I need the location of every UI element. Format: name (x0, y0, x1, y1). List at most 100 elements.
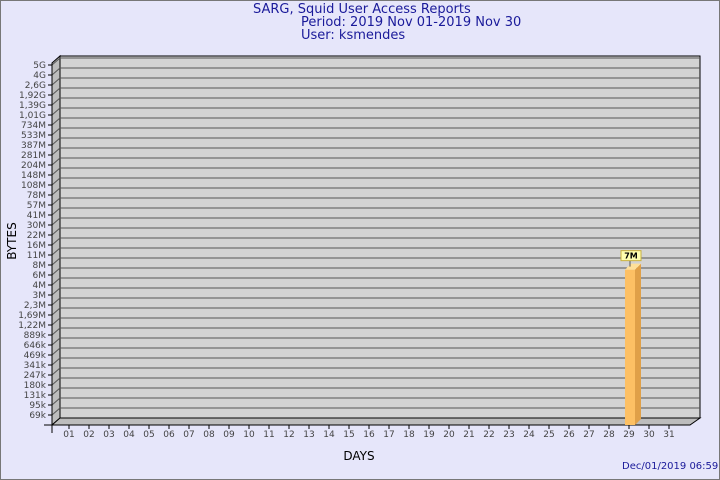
x-tick-label: 03 (103, 430, 114, 440)
x-axis-label: DAYS (343, 449, 374, 463)
x-tick-label: 26 (563, 430, 575, 440)
x-tick-label: 12 (283, 430, 294, 440)
grid-slant (51, 87, 61, 96)
x-tick-label: 01 (63, 430, 74, 440)
y-tick-label: 148M (21, 171, 46, 181)
x-tick-label: 22 (483, 430, 494, 440)
grid-slant (51, 137, 61, 146)
chart-period: Period: 2019 Nov 01-2019 Nov 30 (301, 15, 522, 30)
x-tick-label: 16 (363, 430, 375, 440)
grid-slant (51, 107, 61, 116)
x-tick-label: 19 (423, 430, 435, 440)
grid-slant (51, 407, 61, 416)
grid-slant (51, 157, 61, 166)
grid-slant (51, 237, 61, 246)
grid-slant (51, 287, 61, 296)
grid-slant (51, 317, 61, 326)
x-tick-label: 18 (403, 430, 415, 440)
x-tick-label: 30 (643, 430, 655, 440)
grid-slant (51, 357, 61, 366)
x-tick-label: 24 (523, 430, 535, 440)
grid-slant (51, 337, 61, 346)
y-tick-label: 6M (33, 271, 47, 281)
grid-slant (51, 187, 61, 196)
y-tick-label: 2,6G (25, 81, 46, 91)
y-tick-label: 57M (27, 201, 46, 211)
y-tick-label: 78M (27, 191, 46, 201)
y-tick-label: 5G (33, 61, 46, 71)
x-tick-label: 31 (663, 430, 674, 440)
x-tick-label: 05 (143, 430, 154, 440)
grid-slant (51, 267, 61, 276)
y-tick-label: 11M (27, 251, 46, 261)
y-tick-label: 1,22M (18, 321, 46, 331)
y-tick-label: 8M (33, 261, 47, 271)
grid-slant (51, 377, 61, 386)
y-tick-label: 341k (24, 361, 47, 371)
grid-slant (51, 387, 61, 396)
y-tick-label: 247k (24, 371, 47, 381)
grid-slant (51, 227, 61, 236)
y-tick-label: 1,39G (19, 101, 46, 111)
y-tick-label: 69k (29, 411, 46, 421)
y-tick-label: 646k (24, 341, 47, 351)
grid-slant (51, 217, 61, 226)
x-tick-label: 06 (163, 430, 175, 440)
x-tick-label: 29 (623, 430, 635, 440)
x-tick-label: 04 (123, 430, 135, 440)
y-tick-label: 204M (21, 161, 46, 171)
x-tick-label: 15 (343, 430, 354, 440)
y-tick-label: 4M (33, 281, 47, 291)
grid-slant (51, 127, 61, 136)
x-tick-label: 27 (583, 430, 594, 440)
x-tick-label: 13 (303, 430, 314, 440)
timestamp: Dec/01/2019 06:59 (622, 461, 719, 472)
x-tick-label: 17 (383, 430, 394, 440)
x-tick-label: 23 (503, 430, 514, 440)
grid-slant (51, 167, 61, 176)
x-tick-label: 11 (263, 430, 274, 440)
y-tick-label: 108M (21, 181, 46, 191)
y-tick-label: 95k (29, 401, 46, 411)
grid-slant (51, 77, 61, 86)
floor (50, 417, 702, 426)
grid-slant (51, 347, 61, 356)
y-tick-label: 30M (27, 221, 46, 231)
y-tick-label: 41M (27, 211, 46, 221)
x-tick-label: 28 (603, 430, 615, 440)
grid-slant (51, 367, 61, 376)
y-tick-label: 22M (27, 231, 46, 241)
grid-slant (51, 147, 61, 156)
grid-slant (51, 297, 61, 306)
x-tick-label: 14 (323, 430, 335, 440)
bar-day-29 (625, 269, 635, 425)
y-tick-label: 180k (24, 381, 47, 391)
grid-slant (51, 57, 61, 66)
x-tick-label: 25 (543, 430, 554, 440)
grid-slant (51, 397, 61, 406)
y-tick-label: 16M (27, 241, 46, 251)
grid-slant (51, 177, 61, 186)
back-wall (59, 55, 701, 419)
grid-slant (51, 327, 61, 336)
y-tick-label: 469k (24, 351, 47, 361)
grid-slant (51, 207, 61, 216)
y-tick-label: 4G (33, 71, 46, 81)
chart-user: User: ksmendes (301, 28, 406, 43)
data-label: 7M (624, 252, 638, 261)
y-tick-label: 734M (21, 121, 46, 131)
x-tick-label: 07 (183, 430, 194, 440)
x-tick-label: 09 (223, 430, 235, 440)
y-tick-label: 1,01G (19, 111, 46, 121)
grid-slant (51, 257, 61, 266)
grid-slant (51, 277, 61, 286)
x-tick-label: 20 (443, 430, 455, 440)
x-tick-label: 08 (203, 430, 215, 440)
y-tick-label: 533M (21, 131, 46, 141)
bar-side-day-29 (635, 263, 641, 425)
y-tick-label: 1,69M (18, 311, 46, 321)
y-tick-label: 281M (21, 151, 46, 161)
y-tick-label: 3M (33, 291, 47, 301)
grid-slant (51, 247, 61, 256)
